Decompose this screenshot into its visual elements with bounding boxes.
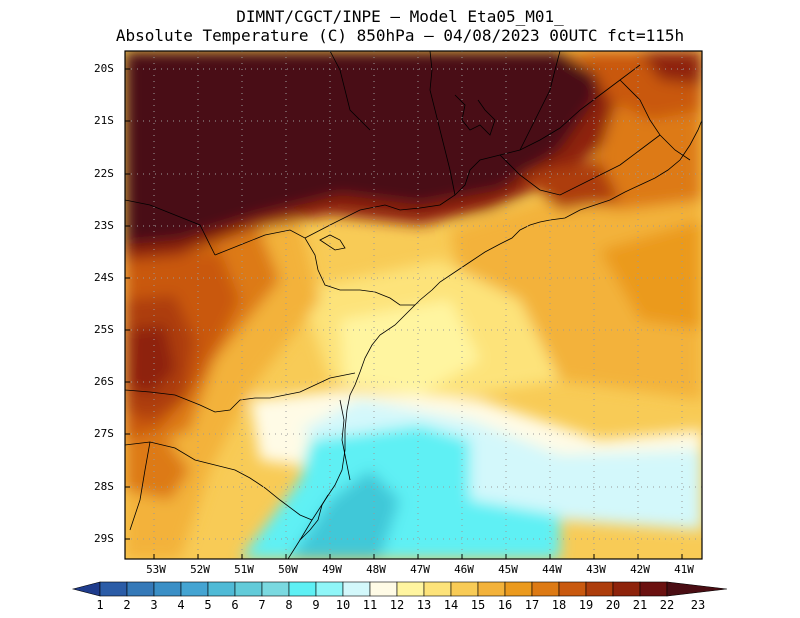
colorbar-swatch bbox=[396, 581, 425, 597]
colorbar-label: 15 bbox=[470, 598, 486, 612]
colorbar-swatch bbox=[234, 581, 263, 597]
colorbar-label: 6 bbox=[231, 598, 239, 612]
graticule bbox=[125, 51, 702, 559]
lon-label: 51W bbox=[234, 563, 254, 576]
colorbar-label: 8 bbox=[285, 598, 293, 612]
colorbar-label: 19 bbox=[578, 598, 594, 612]
colorbar-label: 2 bbox=[123, 598, 131, 612]
map-title-line-1: DIMNT/CGCT/INPE – Model Eta05_M01_ bbox=[236, 7, 564, 26]
colorbar-swatch bbox=[315, 581, 344, 597]
lat-label: 22S bbox=[94, 167, 114, 180]
colorbar-swatch bbox=[126, 581, 155, 597]
colorbar-swatch bbox=[612, 581, 641, 597]
colorbar-swatch bbox=[288, 581, 317, 597]
colorbar-label: 18 bbox=[551, 598, 567, 612]
colorbar-label: 12 bbox=[389, 598, 405, 612]
colorbar-label: 9 bbox=[312, 598, 320, 612]
lon-label: 41W bbox=[674, 563, 694, 576]
axis-ticks bbox=[125, 68, 683, 559]
colorbar-swatch bbox=[369, 581, 398, 597]
lon-label: 43W bbox=[586, 563, 606, 576]
colorbar-arrow-low bbox=[71, 581, 101, 597]
temperature-field bbox=[125, 51, 702, 559]
colorbar-label: 21 bbox=[632, 598, 648, 612]
colorbar-label: 7 bbox=[258, 598, 266, 612]
colorbar-swatch bbox=[504, 581, 533, 597]
colorbar-label: 11 bbox=[362, 598, 378, 612]
colorbar-swatch bbox=[207, 581, 236, 597]
colorbar-label: 16 bbox=[497, 598, 513, 612]
lat-label: 27S bbox=[94, 427, 114, 440]
colorbar-swatch bbox=[423, 581, 452, 597]
colorbar-swatch bbox=[180, 581, 209, 597]
lat-label: 26S bbox=[94, 375, 114, 388]
colorbar-swatch bbox=[585, 581, 614, 597]
lon-label: 44W bbox=[542, 563, 562, 576]
lon-label: 46W bbox=[454, 563, 474, 576]
colorbar-label: 1 bbox=[96, 598, 104, 612]
map-title-line-2: Absolute Temperature (C) 850hPa – 04/08/… bbox=[115, 26, 685, 45]
colorbar-label: 4 bbox=[177, 598, 185, 612]
colorbar-swatch bbox=[153, 581, 182, 597]
colorbar-label: 10 bbox=[335, 598, 351, 612]
lon-label: 49W bbox=[322, 563, 342, 576]
lat-label: 23S bbox=[94, 219, 114, 232]
colorbar-swatch bbox=[99, 581, 128, 597]
coastline-and-borders bbox=[125, 51, 702, 559]
lon-label: 45W bbox=[498, 563, 518, 576]
colorbar-arrow-high bbox=[666, 581, 728, 597]
colorbar-label: 14 bbox=[443, 598, 459, 612]
colorbar-swatch bbox=[450, 581, 479, 597]
colorbar-swatch bbox=[639, 581, 668, 597]
lon-label: 42W bbox=[630, 563, 650, 576]
lat-label: 28S bbox=[94, 480, 114, 493]
colorbar-label: 3 bbox=[150, 598, 158, 612]
colorbar-swatch bbox=[558, 581, 587, 597]
colorbar-swatch bbox=[531, 581, 560, 597]
lat-label: 24S bbox=[94, 271, 114, 284]
lon-label: 50W bbox=[278, 563, 298, 576]
lon-label: 48W bbox=[366, 563, 386, 576]
colorbar-swatch bbox=[261, 581, 290, 597]
colorbar-swatch bbox=[477, 581, 506, 597]
colorbar-swatch bbox=[342, 581, 371, 597]
colorbar-label: 23 bbox=[690, 598, 706, 612]
lat-label: 21S bbox=[94, 114, 114, 127]
colorbar-label: 22 bbox=[659, 598, 675, 612]
colorbar-label: 17 bbox=[524, 598, 540, 612]
lon-label: 53W bbox=[146, 563, 166, 576]
lat-label: 25S bbox=[94, 323, 114, 336]
lat-label: 20S bbox=[94, 62, 114, 75]
colorbar bbox=[71, 581, 728, 597]
colorbar-label: 13 bbox=[416, 598, 432, 612]
lat-label: 29S bbox=[94, 532, 114, 545]
lon-label: 52W bbox=[190, 563, 210, 576]
colorbar-label: 20 bbox=[605, 598, 621, 612]
map-frame bbox=[124, 50, 703, 560]
lon-label: 47W bbox=[410, 563, 430, 576]
colorbar-label: 5 bbox=[204, 598, 212, 612]
